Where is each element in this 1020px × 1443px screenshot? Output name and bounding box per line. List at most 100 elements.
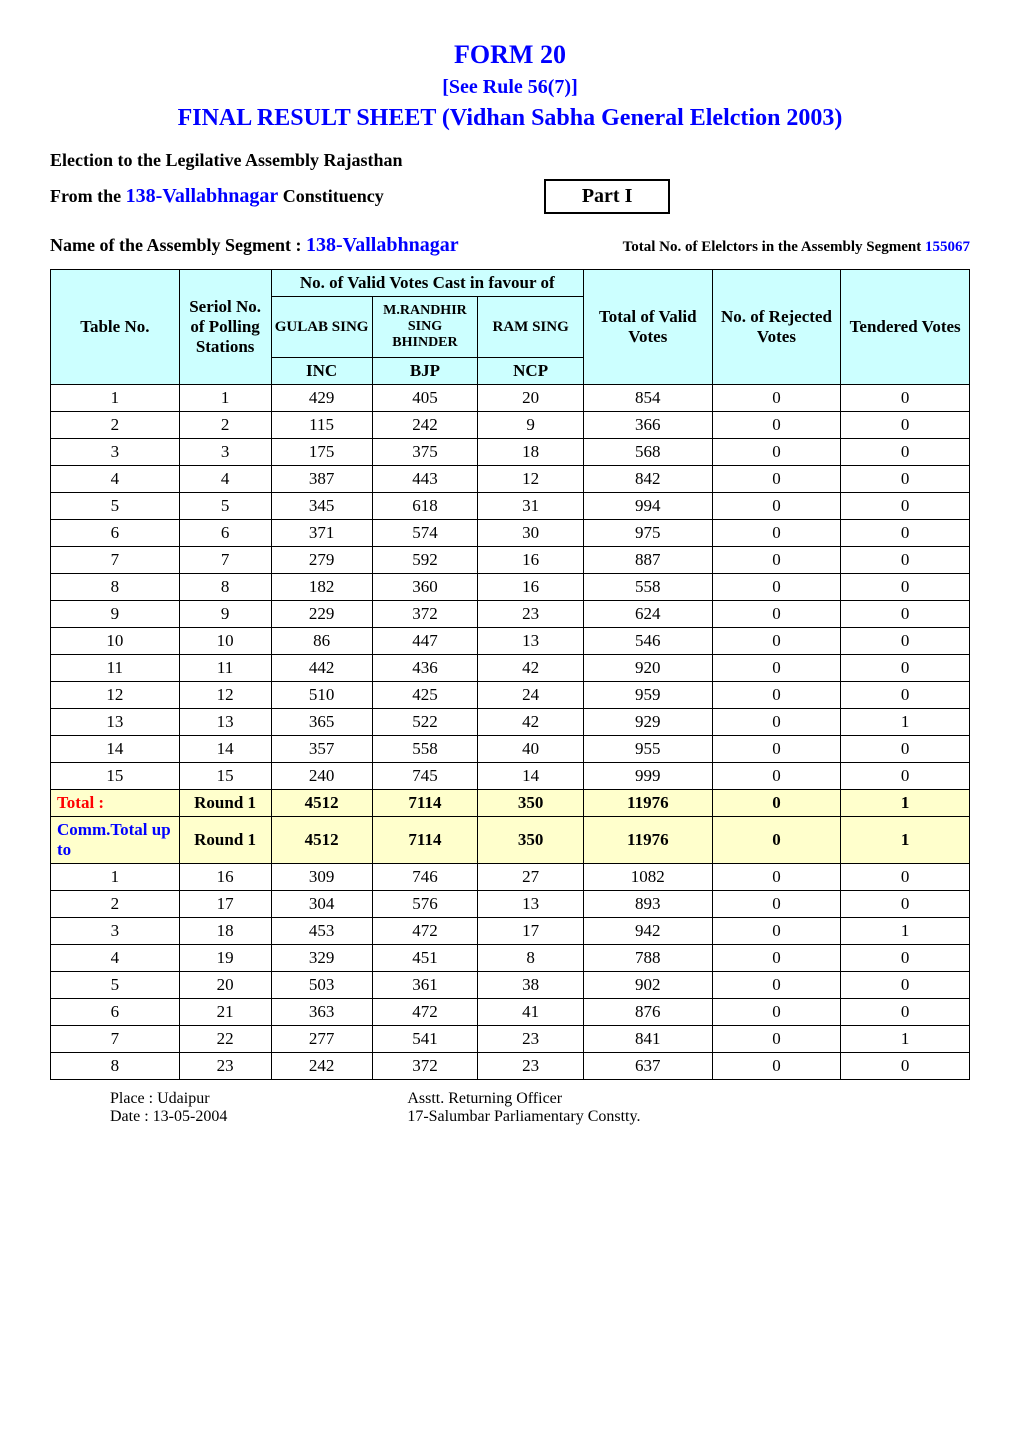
cell: 13: [478, 628, 584, 655]
cell: 425: [372, 682, 478, 709]
cell: 429: [271, 385, 372, 412]
cell: 0: [712, 574, 841, 601]
cell: 4512: [271, 790, 372, 817]
total-electors: 155067: [925, 239, 970, 255]
cell: 0: [712, 520, 841, 547]
cell: 1082: [583, 864, 712, 891]
cell: 19: [179, 945, 271, 972]
cell: 2: [51, 412, 180, 439]
cell: 8: [51, 574, 180, 601]
footer-center: Asstt. Returning Officer 17-Salumbar Par…: [407, 1090, 640, 1126]
candidate-2-party: BJP: [372, 358, 478, 385]
cell: 31: [478, 493, 584, 520]
cell: 14: [51, 736, 180, 763]
table-row: 3184534721794201: [51, 918, 970, 945]
cell: 27: [478, 864, 584, 891]
cell: 1: [841, 790, 970, 817]
sheet-title: FINAL RESULT SHEET (Vidhan Sabha General…: [50, 105, 970, 132]
table-row: 553456183199400: [51, 493, 970, 520]
cell: 841: [583, 1026, 712, 1053]
cell: 17: [179, 891, 271, 918]
cell: 745: [372, 763, 478, 790]
cell: 0: [841, 864, 970, 891]
cell: 12: [478, 466, 584, 493]
cell: 8: [51, 1053, 180, 1080]
date-label: Date :: [110, 1108, 153, 1125]
cell: 0: [841, 466, 970, 493]
cell: 0: [712, 628, 841, 655]
footer-date: Date : 13-05-2004: [110, 1108, 227, 1126]
cell: 387: [271, 466, 372, 493]
table-row: 114294052085400: [51, 385, 970, 412]
cell: 3: [51, 918, 180, 945]
table-row: 7222775412384101: [51, 1026, 970, 1053]
cell: 0: [712, 493, 841, 520]
table-row: 1010864471354600: [51, 628, 970, 655]
cell: 11: [51, 655, 180, 682]
cell: 10: [179, 628, 271, 655]
cell: 18: [478, 439, 584, 466]
table-row: 8232423722363700: [51, 1053, 970, 1080]
cell: 15: [51, 763, 180, 790]
election-to: Election to the Legilative Assembly Raja…: [50, 150, 970, 171]
cell: 994: [583, 493, 712, 520]
cell: 329: [271, 945, 372, 972]
cell: 23: [478, 601, 584, 628]
segment-left: Name of the Assembly Segment : 138-Valla…: [50, 234, 459, 257]
cell: 955: [583, 736, 712, 763]
cell: 242: [271, 1053, 372, 1080]
cell: 309: [271, 864, 372, 891]
cell: 405: [372, 385, 478, 412]
cell: 4: [179, 466, 271, 493]
cell: 510: [271, 682, 372, 709]
cell: 0: [841, 763, 970, 790]
cell: 350: [478, 817, 584, 864]
table-row: 663715743097500: [51, 520, 970, 547]
cell: 0: [841, 493, 970, 520]
cell: 23: [478, 1026, 584, 1053]
cell: 558: [372, 736, 478, 763]
cell: 16: [179, 864, 271, 891]
cell: 18: [179, 918, 271, 945]
segment-row: Name of the Assembly Segment : 138-Valla…: [50, 234, 970, 257]
cell: 0: [712, 817, 841, 864]
cell: 0: [841, 412, 970, 439]
cell: 7114: [372, 790, 478, 817]
cell: 1: [51, 385, 180, 412]
cell: 86: [271, 628, 372, 655]
cell: 1: [51, 864, 180, 891]
cell: 21: [179, 999, 271, 1026]
cell: 10: [51, 628, 180, 655]
cell: 20: [179, 972, 271, 999]
cell: 12: [51, 682, 180, 709]
cell: 959: [583, 682, 712, 709]
cell: 503: [271, 972, 372, 999]
cell: 12: [179, 682, 271, 709]
cell: 0: [712, 918, 841, 945]
from-constituency: From the 138-Vallabhnagar Constituency: [50, 185, 384, 208]
col-tendered: Tendered Votes: [841, 270, 970, 385]
officer-line2: 17-Salumbar Parliamentary Constty.: [407, 1108, 640, 1126]
cell: 14: [478, 763, 584, 790]
cell: 0: [841, 736, 970, 763]
cell: 372: [372, 601, 478, 628]
table-row: 992293722362400: [51, 601, 970, 628]
table-row: 15152407451499900: [51, 763, 970, 790]
cell: 0: [712, 547, 841, 574]
candidate-1-party: INC: [271, 358, 372, 385]
footer-left: Place : Udaipur Date : 13-05-2004: [110, 1090, 227, 1126]
table-body: 1142940520854002211524293660033175375185…: [51, 385, 970, 1080]
cell: 0: [841, 999, 970, 1026]
segment-prefix: Name of the Assembly Segment :: [50, 235, 306, 255]
from-constituency-row: From the 138-Vallabhnagar Constituency P…: [50, 179, 970, 214]
cell: 13: [478, 891, 584, 918]
cell: 42: [478, 655, 584, 682]
cell: 0: [712, 891, 841, 918]
cell: 9: [179, 601, 271, 628]
cell: 23: [478, 1053, 584, 1080]
cell: 2: [179, 412, 271, 439]
table-row: 12125104252495900: [51, 682, 970, 709]
cell: 0: [712, 864, 841, 891]
candidate-3-party: NCP: [478, 358, 584, 385]
cell: 279: [271, 547, 372, 574]
